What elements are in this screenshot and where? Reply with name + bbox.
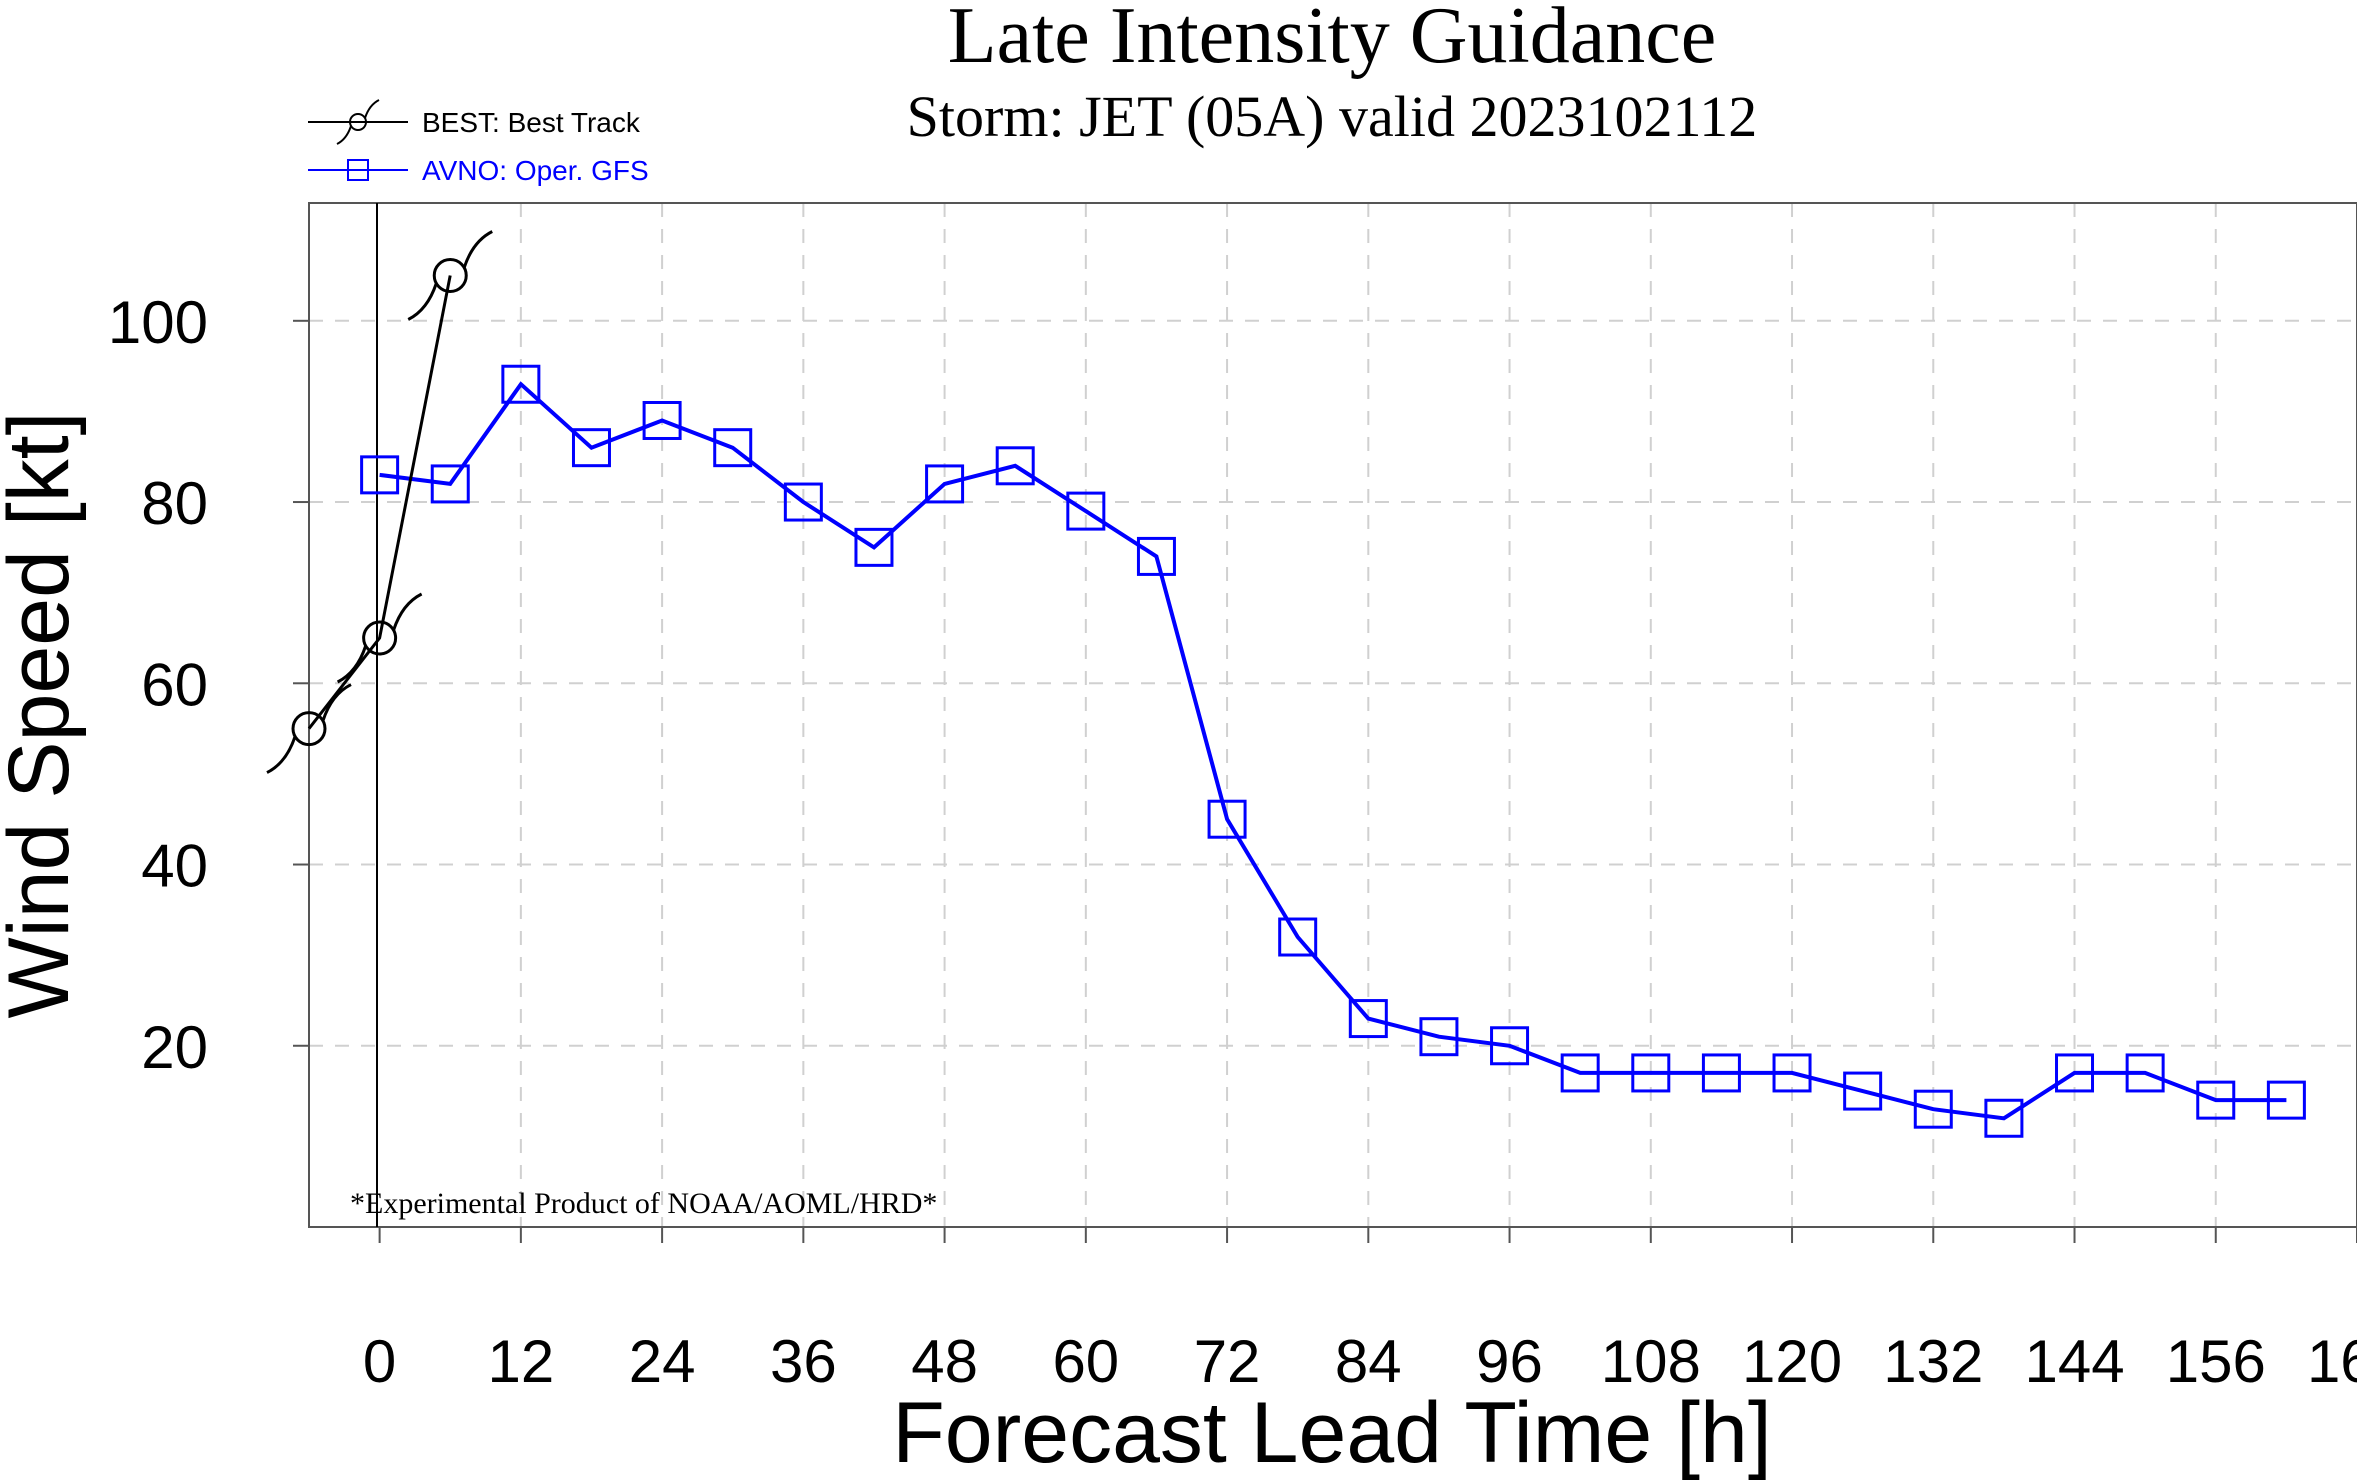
legend-label-best: BEST: Best Track	[422, 107, 641, 138]
avno-point	[1419, 1017, 1459, 1057]
x-tick-label: 24	[629, 1328, 696, 1395]
x-tick-label: 120	[1742, 1328, 1842, 1395]
avno-point	[2055, 1053, 2095, 1093]
y-tick-label: 20	[141, 1014, 208, 1081]
avno-point	[1207, 799, 1247, 839]
avno-point	[1913, 1089, 1953, 1129]
avno-point	[642, 400, 682, 440]
avno-point	[1701, 1053, 1741, 1093]
hurricane-marker-icon	[266, 683, 352, 774]
y-tick-label: 40	[141, 833, 208, 900]
x-tick-label: 36	[770, 1328, 837, 1395]
x-tick-label: 12	[487, 1328, 554, 1395]
hurricane-marker-icon	[407, 230, 493, 321]
avno-point	[430, 464, 470, 504]
x-tick-label: 108	[1601, 1328, 1701, 1395]
avno-point	[360, 455, 400, 495]
avno-point	[2196, 1080, 2236, 1120]
plot-area: *Experimental Product of NOAA/AOML/HRD*	[266, 202, 2357, 1228]
avno-point	[2266, 1080, 2306, 1120]
square-marker-icon	[347, 159, 369, 181]
x-axis-ticks: 0 12 24 36 48 60 72 84 96 108 120 132 144 156 168	[363, 1227, 2357, 1395]
legend-item-best: BEST: Best Track	[308, 99, 641, 145]
avno-point	[1278, 917, 1318, 957]
x-tick-label: 48	[911, 1328, 978, 1395]
plot-frame	[308, 202, 2357, 1228]
y-axis-label: Wind Speed [kt]	[0, 411, 87, 1018]
y-tick-label: 60	[141, 651, 208, 718]
x-tick-label: 144	[2024, 1328, 2124, 1395]
series-layer	[266, 230, 2306, 1138]
y-tick-label: 80	[141, 470, 208, 537]
avno-point	[1772, 1053, 1812, 1093]
avno-point	[783, 482, 823, 522]
avno-point	[1984, 1098, 2024, 1138]
x-tick-label: 72	[1194, 1328, 1261, 1395]
avno-point	[2125, 1053, 2165, 1093]
chart-title: Late Intensity Guidance	[948, 0, 1717, 80]
avno-point	[501, 364, 541, 404]
x-tick-label: 132	[1883, 1328, 1983, 1395]
avno-point	[1348, 999, 1388, 1039]
x-tick-label: 156	[2166, 1328, 2266, 1395]
avno-point	[1136, 536, 1176, 576]
avno-point	[854, 527, 894, 567]
x-tick-label: 0	[363, 1328, 396, 1395]
avno-point	[1490, 1026, 1530, 1066]
avno-point	[1631, 1053, 1671, 1093]
x-tick-label: 60	[1052, 1328, 1119, 1395]
legend-label-avno: AVNO: Oper. GFS	[422, 155, 649, 186]
x-tick-label: 96	[1476, 1328, 1543, 1395]
chart-subtitle: Storm: JET (05A) valid 2023102112	[907, 84, 1758, 149]
avno-point	[925, 464, 965, 504]
x-axis-label: Forecast Lead Time [h]	[892, 1385, 1772, 1481]
y-axis-ticks: 20 40 60 80 100	[108, 289, 309, 1081]
hurricane-marker-icon	[336, 592, 423, 684]
grid-lines	[309, 203, 2357, 1227]
avno-point	[713, 428, 753, 468]
avno-point	[571, 428, 611, 468]
avno-point	[1066, 491, 1106, 531]
avno-point	[995, 446, 1035, 486]
x-tick-label: 84	[1335, 1328, 1402, 1395]
avno-series-line	[379, 381, 2287, 1121]
legend-item-avno: AVNO: Oper. GFS	[308, 155, 649, 186]
best-series-line	[307, 275, 452, 730]
avno-point	[1843, 1071, 1883, 1111]
legend: BEST: Best Track AVNO: Oper. GFS	[308, 99, 649, 186]
x-tick-label: 168	[2307, 1328, 2357, 1395]
y-tick-label: 100	[108, 289, 208, 356]
hurricane-icon	[336, 99, 380, 145]
experimental-note: *Experimental Product of NOAA/AOML/HRD*	[350, 1187, 937, 1220]
avno-point	[1560, 1053, 1600, 1093]
